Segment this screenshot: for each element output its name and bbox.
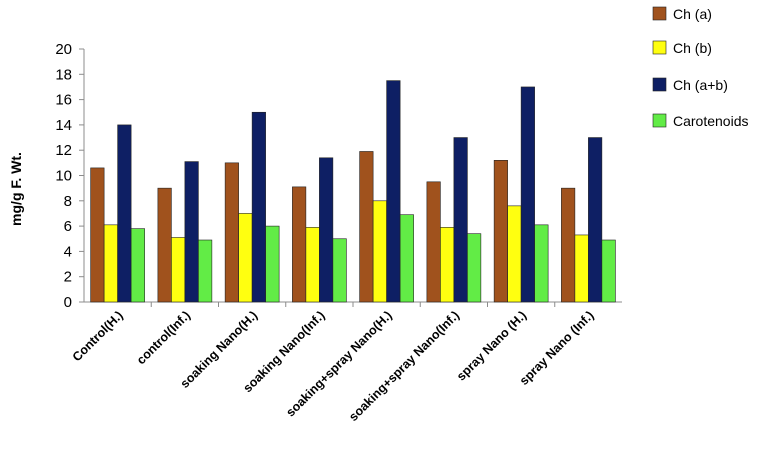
bar <box>453 137 468 303</box>
legend-swatch <box>652 6 667 21</box>
bar <box>372 200 387 303</box>
bar <box>184 161 199 303</box>
y-tick-label: 20 <box>55 41 72 58</box>
bars <box>90 80 616 303</box>
y-axis-label: mg/g F. Wt. <box>8 152 24 226</box>
x-tick-label: control(Inf.) <box>134 308 193 367</box>
x-tick-label: soaking+spray Nano(Inf.) <box>346 308 462 424</box>
bar <box>467 233 482 303</box>
bar <box>90 167 105 303</box>
legend-label: Ch (a) <box>673 6 712 22</box>
legend-label: Ch (a+b) <box>673 77 728 93</box>
bar <box>224 162 239 303</box>
y-tick-label: 0 <box>64 294 72 311</box>
legend-label: Ch (b) <box>673 40 712 56</box>
x-axis-categories: Control(H.) control(Inf.)soaking Nano(H.)… <box>70 302 597 424</box>
bar <box>359 151 374 303</box>
bar <box>386 80 401 303</box>
bar <box>157 187 172 303</box>
bar <box>198 239 213 303</box>
bar <box>507 205 522 303</box>
y-tick-label: 8 <box>64 193 72 210</box>
bar <box>292 186 307 303</box>
bar <box>520 86 535 303</box>
bar <box>238 213 253 303</box>
bar <box>171 237 186 303</box>
bar <box>319 157 334 303</box>
bar <box>426 181 441 303</box>
y-tick-label: 16 <box>55 92 72 109</box>
bar <box>117 124 132 303</box>
bar <box>103 224 118 303</box>
legend-swatch <box>652 113 667 128</box>
y-tick-label: 10 <box>55 168 72 185</box>
y-axis-ticks: 0 2 4 6 8 10 12 14 16 18 20 <box>55 41 84 311</box>
x-tick-label: Control(H.) <box>70 308 126 364</box>
bar <box>440 227 455 303</box>
y-tick-label: 18 <box>55 66 72 83</box>
bar <box>601 239 616 303</box>
y-tick-label: 6 <box>64 218 72 235</box>
legend-swatch <box>652 40 667 55</box>
bar <box>399 214 414 303</box>
bar <box>534 224 549 303</box>
bar <box>561 187 576 303</box>
x-tick-label: spray Nano (H.) <box>454 308 529 383</box>
bar <box>305 227 320 303</box>
bar <box>251 111 266 303</box>
bar <box>588 137 603 303</box>
y-tick-label: 4 <box>64 243 72 260</box>
bar <box>493 160 508 303</box>
y-tick-label: 14 <box>55 117 72 134</box>
bar <box>265 225 280 303</box>
bar <box>332 238 347 303</box>
bar <box>130 228 145 303</box>
y-tick-label: 12 <box>55 142 72 159</box>
legend: Ch (a) Ch (b) Ch (a+b) Carotenoids <box>652 6 749 129</box>
bar <box>574 234 589 303</box>
legend-swatch <box>652 77 667 92</box>
y-tick-label: 2 <box>64 269 72 286</box>
legend-label: Carotenoids <box>673 113 749 129</box>
x-tick-label: spray Nano (Inf.) <box>517 308 597 388</box>
